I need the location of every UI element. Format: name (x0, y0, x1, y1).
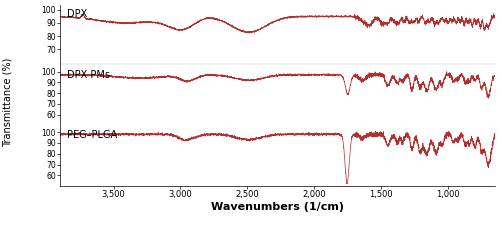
Text: DPX: DPX (66, 9, 87, 19)
Text: PEG–PLGA: PEG–PLGA (66, 131, 117, 141)
Text: DPX PMs: DPX PMs (66, 70, 110, 80)
X-axis label: Wavenumbers (1/cm): Wavenumbers (1/cm) (211, 202, 344, 212)
Text: Transmittance (%): Transmittance (%) (2, 57, 12, 147)
